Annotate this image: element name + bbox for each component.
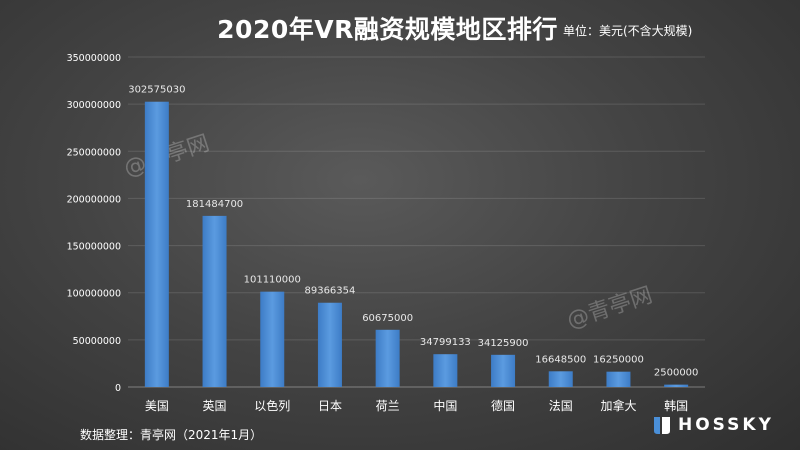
y-tick-label: 300000000 [67,100,121,111]
bar [317,302,342,387]
bar [606,371,631,387]
x-tick-label: 韩国 [664,398,688,413]
data-label: 101110000 [244,275,301,286]
data-label: 34125900 [478,338,529,349]
x-tick-label: 英国 [203,399,227,413]
bar [433,354,458,387]
y-tick-label: 50000000 [73,336,121,347]
data-label: 181484700 [186,199,243,210]
bar [260,291,285,387]
data-label: 60675000 [362,313,413,324]
bar [548,371,573,387]
unit-note: 单位：美元(不含大规模) [563,24,693,38]
data-label: 16250000 [593,355,644,366]
y-tick-label: 200000000 [67,194,121,205]
y-tick-label: 350000000 [67,53,121,64]
x-tick-label: 法国 [549,399,573,413]
logo-icon [654,417,670,434]
y-tick-label: 250000000 [67,147,121,158]
x-tick-label: 德国 [491,398,515,413]
bar [375,329,400,387]
chart-title: 2020年VR融资规模地区排行 [217,15,558,44]
data-label: 16648500 [535,354,586,365]
data-label: 302575030 [128,85,185,96]
bar [202,215,227,387]
data-label: 89366354 [304,286,355,297]
x-tick-label: 日本 [318,399,342,413]
x-tick-label: 加拿大 [600,398,636,413]
y-tick-label: 0 [115,383,121,394]
x-tick-label: 以色列 [254,399,290,413]
bar [144,101,169,388]
x-tick-label: 荷兰 [376,399,400,413]
data-label: 2500000 [654,368,699,379]
y-tick-label: 100000000 [67,289,121,300]
x-tick-label: 中国 [433,398,457,413]
source-note: 数据整理：青亭网（2021年1月） [80,428,263,442]
data-label: 34799133 [420,337,471,348]
y-tick-label: 150000000 [67,242,121,253]
logo-text: HOSSKY [678,415,774,435]
bar [491,354,516,387]
hossky-logo: HOSSKY [650,414,774,436]
bar [664,384,689,387]
x-tick-label: 美国 [145,399,169,413]
